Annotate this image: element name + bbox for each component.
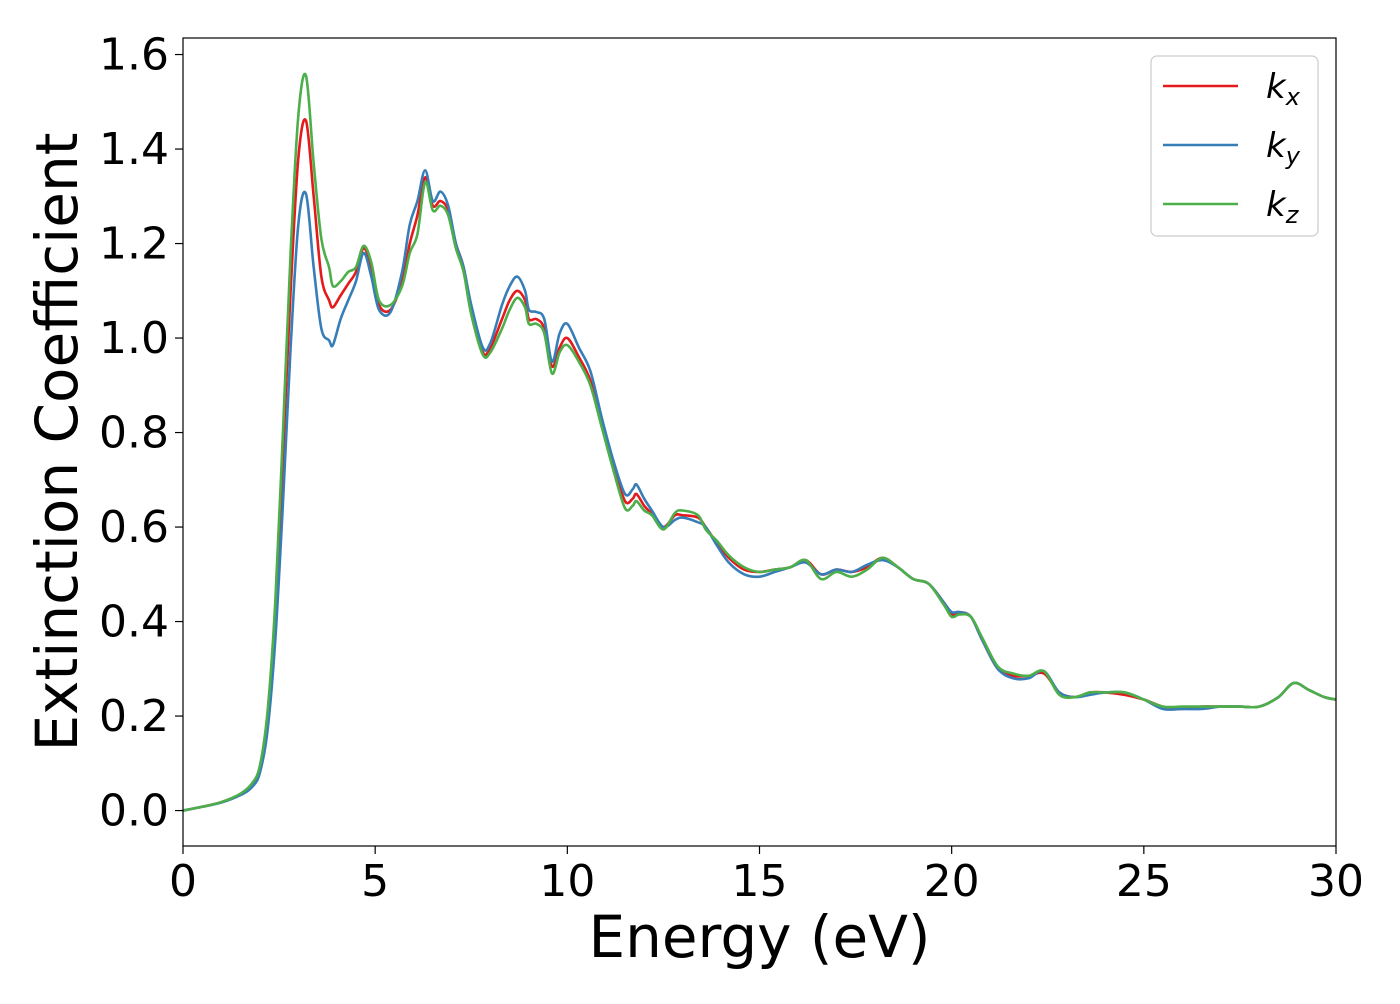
y-tick-label: 0.4 — [99, 597, 169, 648]
x-tick-label: 0 — [169, 856, 197, 907]
x-tick-label: 20 — [924, 856, 980, 907]
series-layer — [183, 72, 1336, 812]
y-tick-label: 0.0 — [99, 786, 169, 837]
y-tick-label: 0.8 — [99, 408, 169, 459]
y-axis-ticks: 0.0 0.2 0.4 0.6 0.8 1.0 1.2 1.4 1.6 — [99, 30, 183, 837]
legend-label-ky: ky — [1266, 126, 1301, 170]
x-tick-label: 15 — [732, 856, 788, 907]
series-line-kz — [183, 72, 1336, 812]
legend: kx ky kz — [1150, 55, 1319, 237]
legend-label-kz: kz — [1266, 185, 1300, 229]
y-tick-label: 1.4 — [99, 124, 169, 175]
y-axis-label: Extinction Coefficient — [23, 133, 91, 752]
y-tick-label: 1.6 — [99, 30, 169, 81]
x-axis-label: Energy (eV) — [588, 903, 930, 971]
y-tick-label: 0.6 — [99, 502, 169, 553]
x-axis-ticks: 0 5 10 15 20 25 30 — [169, 846, 1364, 907]
y-tick-label: 1.2 — [99, 219, 169, 270]
y-tick-label: 1.0 — [99, 313, 169, 364]
x-tick-label: 30 — [1308, 856, 1364, 907]
x-tick-label: 25 — [1116, 856, 1172, 907]
x-tick-label: 10 — [539, 856, 595, 907]
x-tick-label: 5 — [361, 856, 389, 907]
legend-label-kx: kx — [1266, 67, 1301, 111]
y-tick-label: 0.2 — [99, 691, 169, 742]
